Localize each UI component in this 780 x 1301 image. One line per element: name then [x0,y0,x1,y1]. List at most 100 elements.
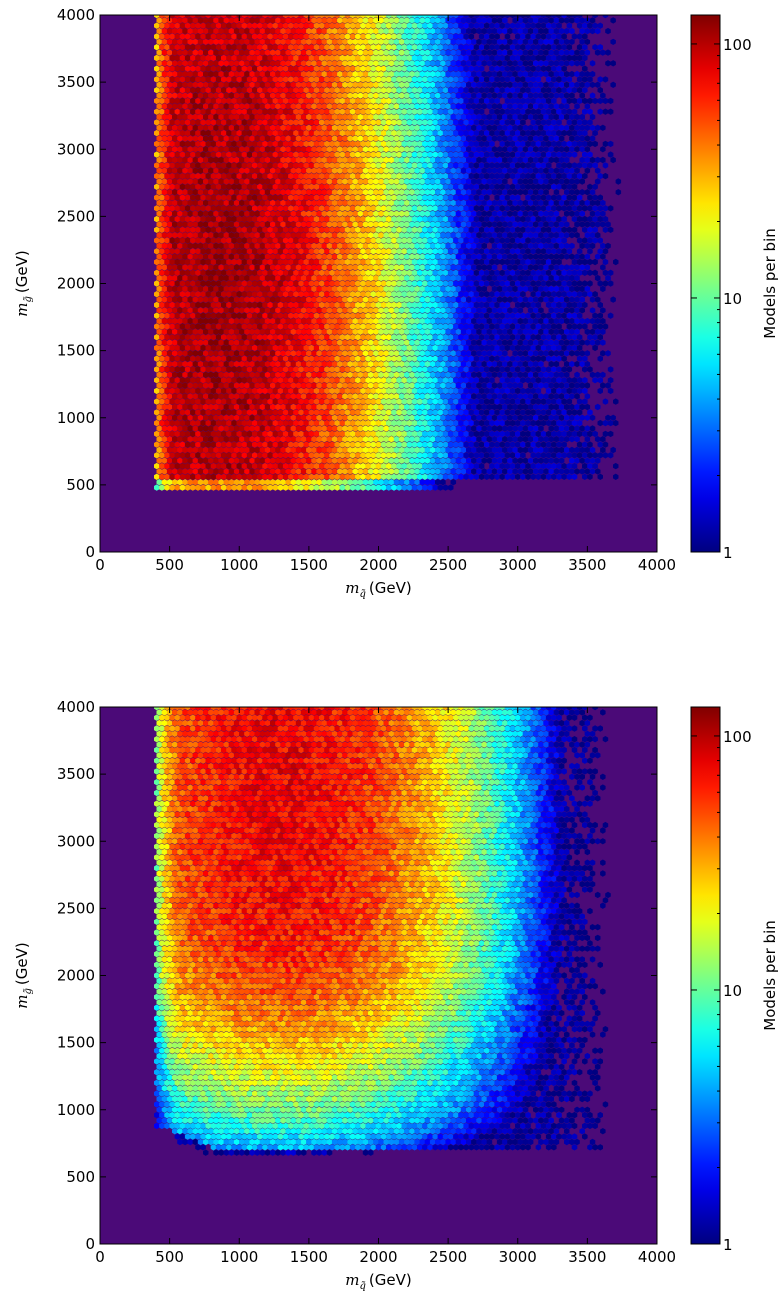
hexbin-cell [246,430,253,438]
hexbin-cell [308,484,315,491]
hexbin-cell [334,430,340,438]
hexbin-cell [375,484,382,491]
hexbin-cell [344,419,351,427]
hexbin-cell [368,457,374,464]
hexbin-cell [285,468,291,475]
hexbin-cell [282,409,289,416]
hexbin-cell [522,403,529,411]
hexbin-cell [533,468,539,475]
hexbin-cell [280,393,286,400]
hexbin-cell [368,468,374,475]
hexbin-cell [295,468,302,475]
hexbin-cell [450,425,457,432]
hexbin-cell [540,409,547,416]
hexbin-cell [257,430,263,438]
hexbin-cell [172,457,178,464]
hexbin-cell [437,441,444,448]
hexbin-cell [600,436,606,443]
hexbin-cell [473,473,480,480]
hexbin-cell [334,398,340,405]
hexbin-cell [478,430,485,438]
hexbin-cell [607,452,614,459]
hexbin-cell [548,414,554,421]
hexbin-cell [551,473,557,480]
hexbin-cell [288,473,294,480]
hexbin-cell [342,414,348,421]
hexbin-cell [417,484,423,491]
hexbin-cell [453,430,459,438]
hexbin-cell [164,419,170,427]
hexbin-cell [203,446,209,454]
hexbin-cell [527,446,534,454]
hexbin-cell [584,436,591,443]
hexbin-cell [525,398,531,405]
hexbin-cell [484,441,490,448]
hexbin-cell [169,398,175,405]
hexbin-cell [455,446,462,454]
hexbin-cell [270,393,276,400]
hexbin-cell [579,414,585,421]
hexbin-cell [166,425,173,432]
hexbin-cell [468,473,475,480]
hexbin-cell [177,479,183,486]
hexbin-cell [429,414,436,421]
hexbin-cell [339,398,346,405]
hexbin-cell [551,452,557,459]
hexbin-cell [440,425,446,432]
hexbin-cell [231,398,237,405]
hexbin-cell [553,436,560,443]
hexbin-cell [411,441,418,448]
hexbin-cell [584,414,591,421]
hexbin-cell [597,441,603,448]
hexbin-cell [440,414,446,421]
hexbin-cell [574,403,580,411]
hexbin-cell [406,398,413,405]
hexbin-cell [478,452,485,459]
hexbin-cell [404,457,410,464]
hexbin-cell [197,436,204,443]
hexbin-cell [468,398,475,405]
hexbin-cell [409,425,415,432]
hexbin-cell [280,457,286,464]
hexbin-cell [360,484,366,491]
hexbin-cell [484,430,490,438]
hexbin-cell [344,398,351,405]
hexbin-cell [264,446,271,454]
hexbin-cell [331,414,338,421]
hexbin-cell [215,398,222,405]
hexbin-cell [507,457,513,464]
hexbin-cell [239,414,245,421]
hexbin-cell [545,409,552,416]
hexbin-cell [223,457,230,464]
hexbin-cell [226,462,232,470]
hexbin-cell [419,457,426,464]
hexbin-cell [360,419,366,427]
hexbin-cell [352,446,359,454]
hexbin-cell [489,430,495,438]
hexbin-cell [455,414,462,421]
hexbin-cell [159,430,165,438]
hexbin-cell [226,419,232,427]
hexbin-cell [337,446,343,454]
hexbin-cell [396,452,402,459]
hexbin-cell [556,398,562,405]
hexbin-cell [319,462,325,470]
hexbin-cell [489,441,495,448]
hexbin-cell [445,436,451,443]
hexbin-cell [210,473,217,480]
hexbin-cell [159,484,165,491]
hexbin-cell [566,409,573,416]
hexbin-cell [401,409,408,416]
hexbin-cell [259,403,266,411]
hexbin-cell [252,409,258,416]
hexbin-cell [463,398,469,405]
hexbin-cell [205,430,212,438]
hexbin-cell [154,398,160,405]
hexbin-cell [491,446,498,454]
hexbin-cell [210,409,217,416]
hexbin-cell [298,430,304,438]
hexbin-cell [352,403,359,411]
hexbin-cell [259,425,266,432]
hexbin-cell [187,446,193,454]
hexbin-cell [241,441,248,448]
